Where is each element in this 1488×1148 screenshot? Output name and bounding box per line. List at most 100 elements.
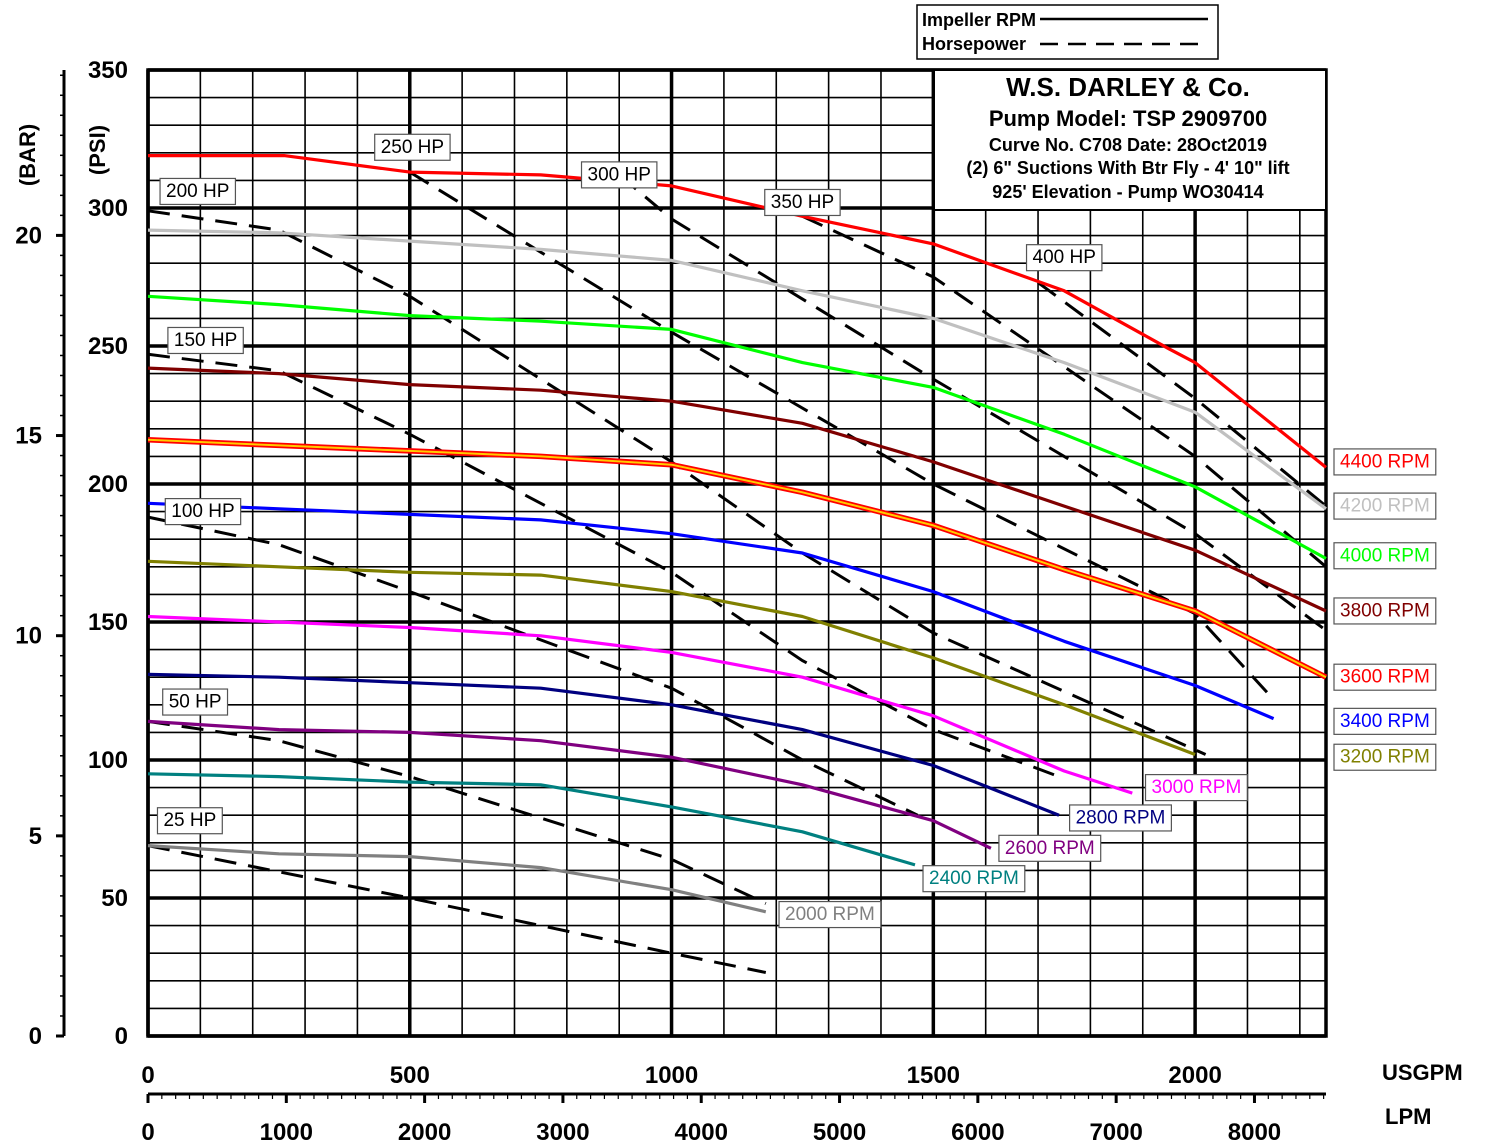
curve-number: Curve No. C708 Date: 28Oct2019 [989, 135, 1267, 155]
bar-tick-label: 5 [29, 823, 42, 850]
rpm-curve-2800-rpm [147, 672, 1060, 817]
rpm-label-3600-rpm-text: 3600 RPM [1340, 667, 1430, 688]
rpm-curve-3200-rpm [147, 559, 1196, 756]
rpm-label-3400-rpm-box [1333, 707, 1437, 735]
hp-label-250-hp-text: 250 HP [381, 137, 444, 158]
rpm-labels: 4400 RPM 4200 RPM 4000 RPM 3800 RPM 3600 RPM… [778, 448, 1437, 929]
rpm-curve-2600-rpm [147, 719, 992, 850]
hp-label-250-hp-box [374, 133, 451, 161]
hp-line-350-hp [801, 214, 1327, 568]
lpm-tick-label: 8000 [1228, 1119, 1281, 1146]
rpm-curve-3600-rpm [147, 438, 1327, 679]
hp-label-25-hp-text: 25 HP [163, 810, 216, 831]
psi-tick-label: 350 [88, 57, 128, 84]
hp-label-150-hp-box [167, 326, 244, 355]
rpm-label-3600-rpm: 3600 RPM [1333, 663, 1437, 691]
rpm-label-4400-rpm-text: 4400 RPM [1340, 451, 1430, 472]
rpm-label-3800-rpm-text: 3800 RPM [1340, 600, 1430, 621]
lpm-tick-label: 1000 [260, 1119, 313, 1146]
rpm-curve-3800-rpm [147, 366, 1327, 613]
hp-label-50-hp-text: 50 HP [169, 692, 222, 713]
elevation-note: 925' Elevation - Pump WO30414 [992, 182, 1263, 202]
hp-line-200-hp [147, 209, 1207, 756]
lpm-tick-label: 4000 [675, 1119, 728, 1146]
rpm-label-3400-rpm: 3400 RPM [1333, 707, 1437, 735]
rpm-label-4200-rpm-box [1333, 492, 1437, 520]
psi-tick-label: 300 [88, 195, 128, 222]
usgpm-tick-label: 1500 [907, 1062, 960, 1089]
rpm-label-3400-rpm-text: 3400 RPM [1340, 711, 1430, 732]
hp-label-350-hp-text: 350 HP [771, 192, 834, 213]
usgpm-tick-label: 500 [390, 1062, 430, 1089]
hp-label-100-hp: 100 HP [164, 498, 242, 526]
hp-label-200-hp-box [159, 177, 237, 206]
bar-tick-label: 10 [15, 623, 42, 650]
hp-label-400-hp-text: 400 HP [1033, 247, 1096, 268]
horsepower-labels: 25 HP 50 HP 100 HP 150 HP 200 HP 250 HP 300 HP… [156, 133, 1103, 835]
rpm-label-2800-rpm: 2800 RPM [1069, 804, 1172, 832]
rpm-label-4200-rpm-text: 4200 RPM [1340, 496, 1430, 517]
hp-label-300-hp: 300 HP [580, 161, 658, 189]
rpm-curve-4000-rpm [147, 294, 1327, 560]
rpm-label-2000-rpm: 2000 RPM [778, 900, 882, 929]
hp-label-50-hp: 50 HP [162, 688, 229, 716]
hp-line-250-hp [409, 170, 1270, 695]
lpm-tick-label: 3000 [536, 1119, 589, 1146]
rpm-label-3600-rpm-box [1333, 663, 1437, 691]
hp-label-300-hp-box [580, 161, 658, 189]
rpm-label-2600-rpm-text: 2600 RPM [1005, 838, 1095, 859]
hp-label-100-hp-text: 100 HP [171, 501, 234, 522]
rpm-curve-4400-rpm [148, 154, 1327, 469]
hp-label-300-hp-text: 300 HP [588, 164, 651, 185]
rpm-label-2600-rpm-box [998, 834, 1102, 862]
legend: Impeller RPM Horsepower [916, 4, 1219, 60]
bar-tick-label: 20 [15, 222, 42, 249]
y-axis: 0 50 100 150 200 250 300 350 0 5 10 15 20 [15, 57, 128, 1050]
hp-label-350-hp: 350 HP [764, 188, 841, 217]
rpm-label-3800-rpm-box [1333, 597, 1437, 625]
rpm-curve-4200-rpm [147, 228, 1327, 511]
hp-label-25-hp: 25 HP [156, 807, 223, 835]
lpm-tick-label: 7000 [1089, 1119, 1142, 1146]
rpm-curves [147, 154, 1328, 914]
plot-grid [146, 68, 1328, 1038]
rpm-label-2800-rpm-box [1069, 804, 1172, 832]
hp-label-150-hp-text: 150 HP [174, 330, 237, 351]
hp-line-400-hp [1037, 281, 1327, 508]
hp-label-200-hp-text: 200 HP [166, 181, 229, 202]
rpm-curve-3000-rpm [147, 614, 1133, 795]
usgpm-tick-label: 2000 [1168, 1062, 1221, 1089]
hp-label-250-hp: 250 HP [374, 133, 451, 161]
rpm-label-2400-rpm-text: 2400 RPM [929, 868, 1019, 889]
hp-line-300-hp [618, 173, 1327, 632]
lpm-tick-label: 0 [141, 1119, 154, 1146]
psi-axis-title: (PSI) [85, 125, 110, 175]
rpm-label-4200-rpm: 4200 RPM [1333, 492, 1437, 520]
psi-tick-label: 200 [88, 471, 128, 498]
rpm-label-2800-rpm-text: 2800 RPM [1076, 807, 1166, 828]
rpm-curve-2400-rpm [147, 772, 916, 867]
rpm-label-3000-rpm: 3000 RPM [1144, 773, 1248, 802]
hp-label-200-hp: 200 HP [159, 177, 237, 206]
psi-tick-label: 0 [115, 1023, 128, 1050]
pump-model: Pump Model: TSP 2909700 [989, 106, 1267, 131]
psi-tick-label: 100 [88, 747, 128, 774]
hp-line-25-hp [147, 844, 767, 974]
hp-line-50-hp [147, 719, 767, 905]
hp-label-150-hp: 150 HP [167, 326, 244, 355]
bar-tick-label: 15 [15, 423, 42, 450]
hp-label-400-hp: 400 HP [1025, 244, 1103, 272]
lpm-tick-label: 2000 [398, 1119, 451, 1146]
bar-axis-title: (BAR) [15, 124, 40, 186]
rpm-label-3000-rpm-box [1144, 773, 1248, 802]
legend-label-horsepower: Horsepower [922, 34, 1026, 54]
psi-tick-label: 50 [101, 885, 128, 912]
psi-tick-label: 250 [88, 333, 128, 360]
hp-line-100-hp [147, 515, 919, 817]
rpm-label-2600-rpm: 2600 RPM [998, 834, 1102, 862]
rpm-label-2400-rpm-box [922, 865, 1026, 893]
rpm-curve-2000-rpm [147, 844, 767, 914]
horsepower-lines [147, 170, 1327, 974]
x-axis: 0 500 1000 1500 2000 0 1000 2000 3000 4000 5000 600… [141, 1062, 1326, 1146]
